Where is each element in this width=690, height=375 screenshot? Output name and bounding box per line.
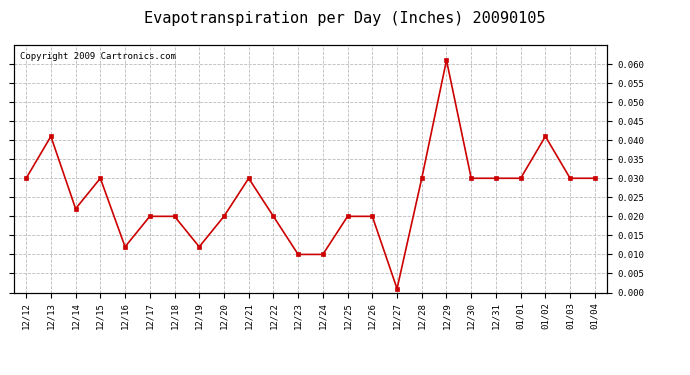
Text: Evapotranspiration per Day (Inches) 20090105: Evapotranspiration per Day (Inches) 2009… [144, 11, 546, 26]
Text: Copyright 2009 Cartronics.com: Copyright 2009 Cartronics.com [20, 53, 176, 62]
